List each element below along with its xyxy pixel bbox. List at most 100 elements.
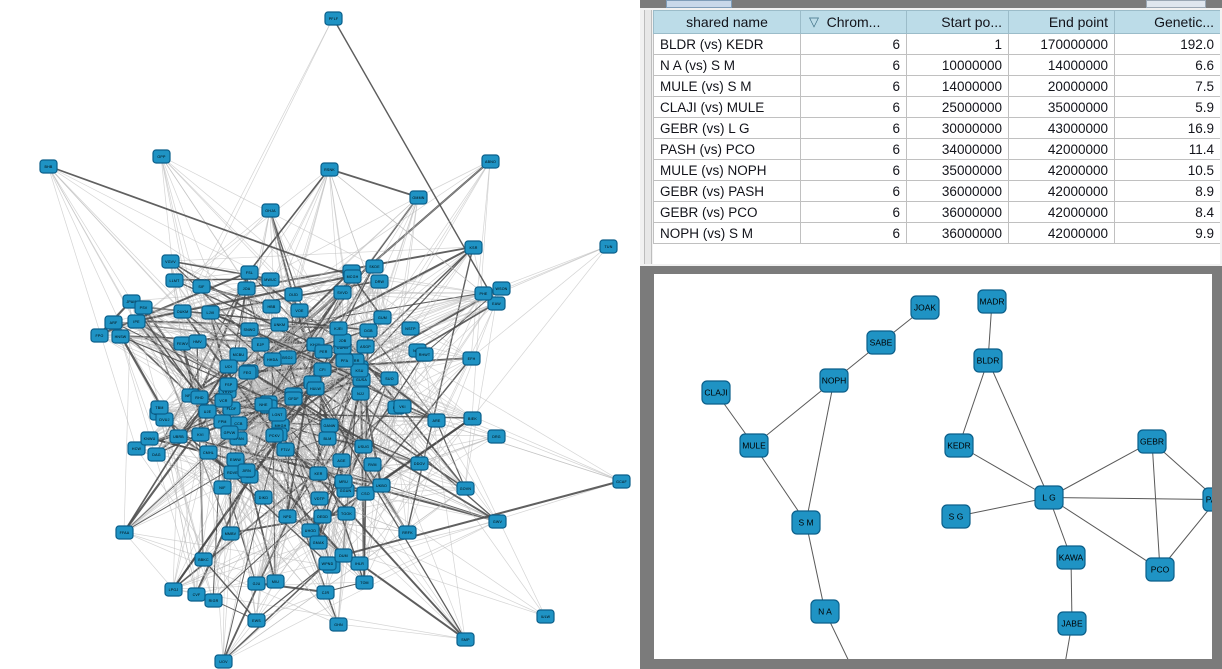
graph-edge[interactable] <box>245 358 273 471</box>
graph-edge[interactable] <box>123 300 132 533</box>
column-header-chromosome[interactable]: ▽ Chrom... <box>800 10 907 34</box>
table-cell-shared_name[interactable]: GEBR (vs) PCO <box>653 201 801 223</box>
graph-node[interactable]: LJVI <box>201 305 220 320</box>
graph-edge[interactable] <box>435 419 466 489</box>
graph-edge[interactable] <box>418 302 497 464</box>
graph-edge[interactable] <box>123 397 294 533</box>
graph-edge[interactable] <box>222 487 466 662</box>
graph-node[interactable]: KEDR <box>944 433 974 458</box>
table-cell-shared_name[interactable]: NOPH (vs) S M <box>653 222 801 244</box>
table-cell-chromosome[interactable]: 6 <box>800 75 907 97</box>
graph-node[interactable]: CMHL <box>199 445 218 460</box>
graph-edge[interactable] <box>248 328 343 341</box>
graph-node[interactable]: SKDE <box>365 259 384 274</box>
table-row[interactable]: GEBR (vs) PCO 6 36000000 42000000 8.4 <box>653 201 1220 223</box>
graph-node[interactable]: DDOV <box>410 456 429 471</box>
graph-edge[interactable] <box>172 486 223 590</box>
table-cell-shared_name[interactable]: PASH (vs) PCO <box>653 138 801 160</box>
graph-node[interactable]: TBM <box>150 400 169 415</box>
graph-edge[interactable] <box>119 335 232 409</box>
graph-edge[interactable] <box>409 246 474 329</box>
table-row[interactable]: BLDR (vs) KEDR 6 1 170000000 192.0 <box>653 33 1220 55</box>
graph-node[interactable]: FPO <box>90 328 109 343</box>
graph-node[interactable]: UHOD <box>301 523 320 538</box>
table-cell-end_point[interactable]: 43000000 <box>1008 117 1115 139</box>
graph-edge[interactable] <box>255 562 328 621</box>
column-header-start-point[interactable]: Start po... <box>906 10 1009 34</box>
graph-node[interactable]: FSP <box>219 377 238 392</box>
graph-node[interactable]: GJU <box>247 576 266 591</box>
table-scroll-area[interactable]: shared name ▽ Chrom... Start po... End p… <box>653 10 1220 264</box>
graph-edge[interactable] <box>418 435 497 464</box>
graph-edge[interactable] <box>471 245 609 419</box>
graph-node[interactable]: IHLR <box>350 556 369 571</box>
graph-edge[interactable] <box>423 353 466 640</box>
graph-node[interactable]: GCAF <box>612 474 631 489</box>
graph-edge[interactable] <box>222 399 382 486</box>
graph-node[interactable]: CLAJI <box>701 380 731 405</box>
graph-node[interactable]: PASH <box>1202 487 1212 512</box>
graph-node[interactable]: UKBO <box>372 478 391 493</box>
main-network-canvas[interactable]: PFLF BHB TUN IULW UOV SMP OPP ABNO GCAF CVF GHN RIG… <box>0 0 640 669</box>
graph-edge[interactable] <box>135 209 271 322</box>
graph-edge[interactable] <box>177 435 319 474</box>
graph-edge[interactable] <box>277 433 466 640</box>
graph-edge[interactable] <box>337 512 347 625</box>
graph-edge[interactable] <box>160 155 316 389</box>
graph-node[interactable]: PER <box>314 344 333 359</box>
graph-node[interactable]: MRU <box>334 474 353 489</box>
table-cell-start_point[interactable]: 36000000 <box>906 201 1009 223</box>
graph-node[interactable]: NOPH <box>819 368 849 393</box>
graph-edge[interactable] <box>395 406 546 617</box>
table-cell-chromosome[interactable]: 6 <box>800 117 907 139</box>
graph-edge[interactable] <box>363 406 397 583</box>
graph-edge[interactable] <box>177 435 339 625</box>
table-cell-genetic[interactable]: 192.0 <box>1114 33 1220 55</box>
graph-node[interactable]: OPP <box>152 149 171 164</box>
graph-node[interactable]: PCKV <box>265 428 284 443</box>
sort-descending-icon[interactable]: ▽ <box>809 14 819 29</box>
graph-edge[interactable] <box>200 285 418 351</box>
graph-node[interactable]: GMAK <box>309 535 328 550</box>
table-cell-chromosome[interactable]: 6 <box>800 180 907 202</box>
graph-node[interactable]: HBB <box>262 299 281 314</box>
graph-node[interactable]: AGE <box>332 453 351 468</box>
table-cell-chromosome[interactable]: 6 <box>800 222 907 244</box>
graph-edge[interactable] <box>222 433 279 662</box>
graph-edge[interactable] <box>378 196 419 282</box>
graph-node[interactable]: CVF <box>187 587 206 602</box>
table-cell-shared_name[interactable]: CLAJI (vs) MULE <box>653 96 801 118</box>
graph-node[interactable]: KVI <box>191 427 210 442</box>
table-row[interactable]: MULE (vs) NOPH 6 35000000 42000000 10.5 <box>653 159 1220 181</box>
graph-node[interactable]: OHJA <box>261 203 280 218</box>
graph-node[interactable]: HMV <box>188 334 207 349</box>
table-row[interactable]: GEBR (vs) PASH 6 36000000 42000000 8.9 <box>653 180 1220 202</box>
graph-edge[interactable] <box>135 447 257 621</box>
table-cell-shared_name[interactable]: MULE (vs) S M <box>653 75 801 97</box>
table-cell-chromosome[interactable]: 6 <box>800 159 907 181</box>
graph-node[interactable]: DRG <box>487 429 506 444</box>
graph-edge[interactable] <box>123 365 229 533</box>
graph-edge[interactable] <box>358 302 497 368</box>
graph-edge[interactable] <box>200 17 334 287</box>
graph-node[interactable]: JOAK <box>910 295 940 320</box>
table-cell-end_point[interactable]: 42000000 <box>1008 138 1115 160</box>
graph-edge[interactable] <box>406 287 502 533</box>
graph-edge[interactable] <box>142 306 231 534</box>
graph-edge[interactable] <box>321 368 466 489</box>
graph-node[interactable]: WSON <box>492 281 511 296</box>
graph-edge[interactable] <box>309 265 375 531</box>
graph-node[interactable]: VDTP <box>310 491 329 506</box>
table-cell-genetic[interactable]: 9.9 <box>1114 222 1220 244</box>
graph-edge[interactable] <box>367 329 473 419</box>
graph-node[interactable]: MCGH <box>343 269 362 284</box>
graph-node[interactable]: JABE <box>1057 611 1087 636</box>
graph-edge[interactable] <box>255 369 360 584</box>
graph-node[interactable]: PHE <box>474 286 493 301</box>
graph-node[interactable]: OEDD <box>313 509 332 524</box>
table-cell-genetic[interactable]: 10.5 <box>1114 159 1220 181</box>
graph-node[interactable]: RSNK <box>320 162 339 177</box>
graph-edge[interactable] <box>464 417 473 489</box>
graph-edge[interactable] <box>227 383 344 556</box>
table-cell-shared_name[interactable]: N A (vs) S M <box>653 54 801 76</box>
